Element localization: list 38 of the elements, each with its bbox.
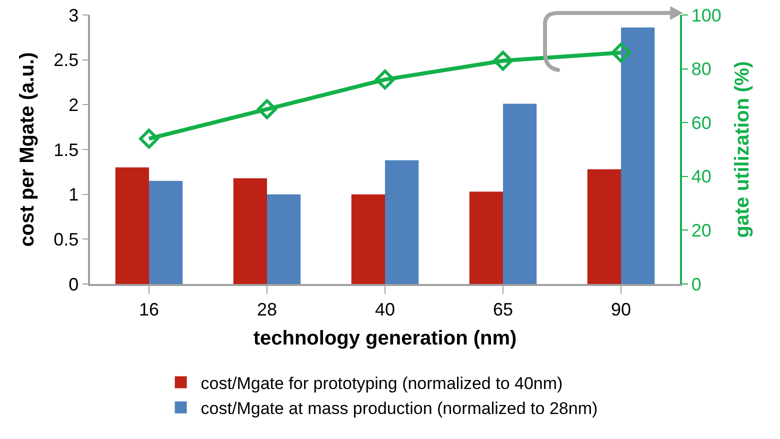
y2-tick-label: 20 (691, 220, 712, 240)
bar (149, 180, 183, 284)
y2-tick-label: 100 (691, 5, 722, 26)
y2-tick-label: 60 (691, 112, 712, 133)
point (257, 99, 277, 120)
point (375, 70, 395, 90)
point (611, 42, 631, 63)
y-tick-label: 2 (68, 94, 79, 115)
legend-label: cost/Mgate at mass production (normalized to 28nm) (200, 398, 598, 418)
x-tick-label: 65 (492, 299, 514, 320)
bar (267, 194, 301, 284)
bar (503, 104, 537, 284)
bar (233, 178, 267, 284)
y-tick-label: 3 (68, 5, 79, 26)
x-tick-label: 16 (138, 299, 160, 320)
bar (115, 167, 149, 284)
x-tick-label: 28 (256, 299, 278, 320)
y-tick-label: 0 (68, 274, 79, 294)
point (139, 128, 159, 149)
legend-label: cost/Mgate for prototyping (normalized to 40nm) (200, 374, 563, 393)
bar (621, 28, 655, 284)
y-tick-label: 1.5 (54, 140, 79, 160)
y-tick-label: 0.5 (54, 229, 79, 250)
point (493, 50, 513, 71)
bar (469, 192, 503, 284)
bar (587, 169, 621, 284)
y-axis-title: cost per Mgate (a.u.) (16, 52, 39, 247)
y2-axis-title: gate utilization (%) (731, 61, 754, 238)
y-tick-label: 1 (68, 184, 79, 205)
y2-tick-label: 0 (691, 274, 702, 294)
x-tick-label: 90 (610, 299, 632, 320)
bar (385, 160, 419, 284)
y2-tick-label: 80 (691, 59, 712, 80)
x-tick-label: 40 (374, 299, 396, 320)
y2-tick-label: 40 (691, 166, 712, 187)
y-tick-label: 2.5 (54, 50, 79, 70)
x-axis-title: technology generation (nm) (253, 327, 517, 350)
bar (351, 194, 385, 284)
